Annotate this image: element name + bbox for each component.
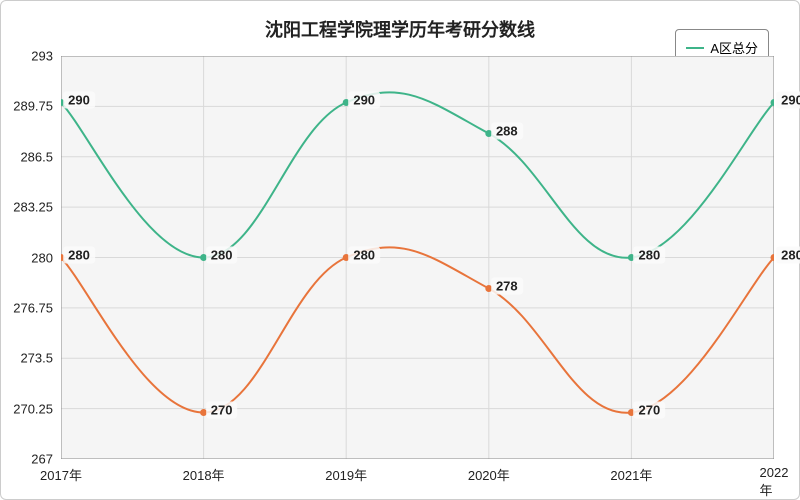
legend-label-a: A区总分 xyxy=(710,38,758,57)
point-label: 280 xyxy=(776,246,800,263)
point-label: 280 xyxy=(206,246,238,263)
point-label: 288 xyxy=(491,122,523,139)
y-tick-label: 289.75 xyxy=(13,99,61,114)
legend-swatch-a xyxy=(686,47,704,49)
x-tick-label: 2020年 xyxy=(468,459,510,484)
point-label: 270 xyxy=(634,401,666,418)
y-tick-label: 283.25 xyxy=(13,200,61,215)
y-tick-label: 270.25 xyxy=(13,401,61,416)
point-label: 270 xyxy=(206,401,238,418)
x-tick-label: 2019年 xyxy=(325,459,367,484)
x-tick-label: 2018年 xyxy=(183,459,225,484)
point-label: 280 xyxy=(634,246,666,263)
point-label: 278 xyxy=(491,277,523,294)
chart-container: 沈阳工程学院理学历年考研分数线 A区总分 B区总分 267270.25273.5… xyxy=(0,0,800,500)
plot-area: 267270.25273.5276.75280283.25286.5289.75… xyxy=(61,56,774,459)
y-tick-label: 280 xyxy=(31,250,61,265)
plot-svg xyxy=(61,56,774,459)
point-label: 290 xyxy=(776,91,800,108)
x-tick-label: 2022年 xyxy=(760,459,789,499)
legend-item-a: A区总分 xyxy=(686,38,758,57)
y-tick-label: 286.5 xyxy=(20,149,61,164)
point-label: 290 xyxy=(63,91,95,108)
y-tick-label: 293 xyxy=(31,49,61,64)
y-tick-label: 273.5 xyxy=(20,351,61,366)
point-label: 290 xyxy=(348,91,380,108)
point-label: 280 xyxy=(63,246,95,263)
x-tick-label: 2021年 xyxy=(610,459,652,484)
point-label: 280 xyxy=(348,246,380,263)
y-tick-label: 276.75 xyxy=(13,300,61,315)
x-tick-label: 2017年 xyxy=(40,459,82,484)
